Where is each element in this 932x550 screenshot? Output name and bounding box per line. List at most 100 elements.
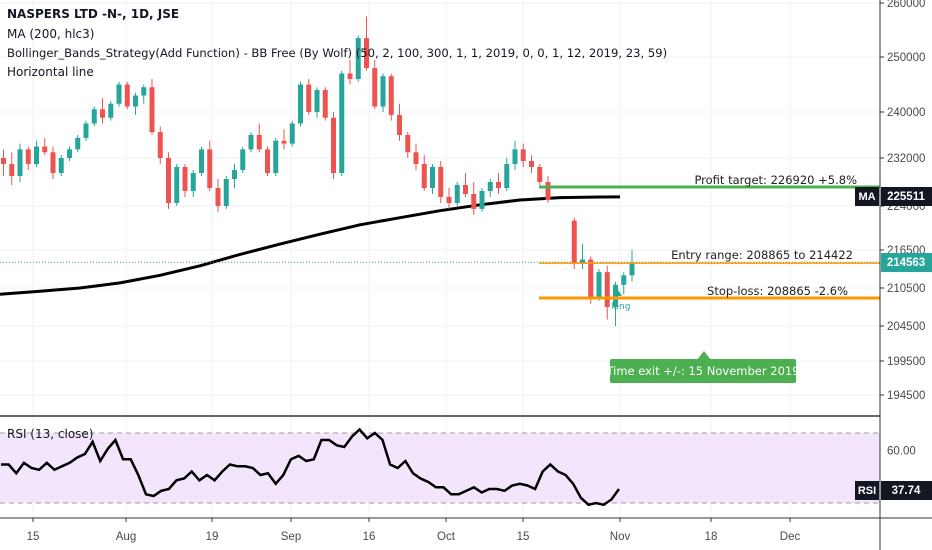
candle[interactable] [512, 140, 518, 170]
candle[interactable] [413, 143, 419, 170]
candle[interactable] [446, 188, 452, 209]
candle[interactable] [9, 152, 15, 185]
candle[interactable] [545, 176, 551, 203]
candle[interactable] [75, 135, 81, 153]
candle[interactable] [604, 265, 610, 320]
candle-body [174, 167, 180, 203]
candle[interactable] [116, 81, 122, 107]
candle[interactable] [430, 164, 435, 194]
strategy-legend[interactable]: Bollinger_Bands_Strategy(Add Function) -… [7, 46, 668, 60]
candle[interactable] [100, 98, 105, 124]
candle[interactable] [487, 179, 493, 197]
candle[interactable] [42, 137, 48, 156]
candle[interactable] [265, 146, 270, 177]
candle[interactable] [25, 146, 31, 171]
candle[interactable] [240, 146, 246, 174]
candle[interactable] [438, 161, 444, 203]
candle[interactable] [306, 79, 312, 115]
candle[interactable] [1, 149, 6, 176]
candle-body [306, 84, 312, 112]
time-tick-label: Oct [437, 531, 456, 543]
candle[interactable] [58, 155, 64, 176]
ma-legend[interactable]: MA (200, hlc3) [7, 27, 95, 41]
candle[interactable] [471, 182, 477, 215]
candle[interactable] [248, 132, 254, 153]
candle-body [446, 197, 452, 203]
candle[interactable] [537, 164, 543, 185]
candle[interactable] [83, 120, 89, 141]
candle-body [529, 161, 534, 167]
candle-body [190, 173, 196, 191]
candle[interactable] [355, 35, 361, 82]
candle[interactable] [190, 170, 196, 197]
candle[interactable] [207, 140, 213, 191]
candle[interactable] [157, 126, 163, 164]
candle[interactable] [223, 176, 229, 209]
rsi-line[interactable] [1, 427, 621, 507]
candle[interactable] [141, 84, 147, 104]
candle[interactable] [339, 70, 345, 176]
candle[interactable] [571, 217, 577, 269]
candle[interactable] [314, 87, 320, 118]
candle-body [347, 73, 353, 79]
candle[interactable] [621, 272, 627, 295]
candle[interactable] [372, 59, 378, 110]
candle[interactable] [322, 87, 328, 121]
candle-body [512, 149, 518, 164]
candle[interactable] [298, 81, 303, 127]
candle[interactable] [34, 140, 39, 167]
candle-body [322, 90, 328, 118]
candle-body [100, 109, 105, 118]
candle[interactable] [380, 73, 386, 113]
candle[interactable] [91, 106, 97, 127]
candle[interactable] [504, 158, 510, 191]
candle[interactable] [67, 146, 72, 162]
candle[interactable] [174, 164, 180, 206]
candle[interactable] [479, 188, 485, 212]
ma-line[interactable] [0, 195, 621, 296]
candle[interactable] [149, 79, 155, 135]
candle[interactable] [463, 173, 468, 197]
candle[interactable] [182, 164, 188, 197]
time-exit-callout[interactable]: Time exit +/-: 15 November 2019 [605, 351, 800, 383]
candle[interactable] [388, 73, 394, 121]
candle[interactable] [281, 129, 287, 150]
candle[interactable] [364, 16, 369, 71]
candle[interactable] [50, 146, 56, 180]
candle[interactable] [256, 123, 262, 153]
candle[interactable] [580, 244, 585, 269]
candle[interactable] [397, 103, 402, 141]
candle[interactable] [529, 155, 534, 173]
candle[interactable] [588, 256, 594, 304]
candle[interactable] [421, 155, 427, 191]
candle[interactable] [232, 164, 237, 188]
candle-body [124, 84, 130, 107]
candle[interactable] [215, 179, 221, 212]
ma-badge-box [881, 187, 932, 206]
price-badge-value: 214563 [887, 257, 925, 269]
candle[interactable] [133, 92, 138, 115]
candle[interactable] [124, 81, 130, 110]
rsi-legend[interactable]: RSI (13, close) [7, 427, 94, 441]
candle[interactable] [454, 182, 460, 206]
candle[interactable] [17, 143, 23, 182]
candle[interactable] [520, 143, 526, 167]
candle[interactable] [199, 146, 204, 177]
candle-body [149, 87, 155, 133]
candle[interactable] [273, 137, 279, 176]
candle[interactable] [629, 250, 635, 282]
hline-legend[interactable]: Horizontal line [7, 65, 94, 79]
candle[interactable] [596, 269, 602, 301]
candle[interactable] [496, 173, 501, 194]
candle[interactable] [331, 112, 336, 179]
candle[interactable] [108, 101, 114, 121]
candle-body [141, 87, 147, 96]
candle[interactable] [289, 120, 295, 147]
price-tick-label: 232000 [887, 153, 925, 165]
candle[interactable] [405, 132, 411, 158]
candle[interactable] [166, 152, 171, 209]
ma-badge-tag [855, 187, 879, 206]
candle[interactable] [347, 59, 353, 85]
